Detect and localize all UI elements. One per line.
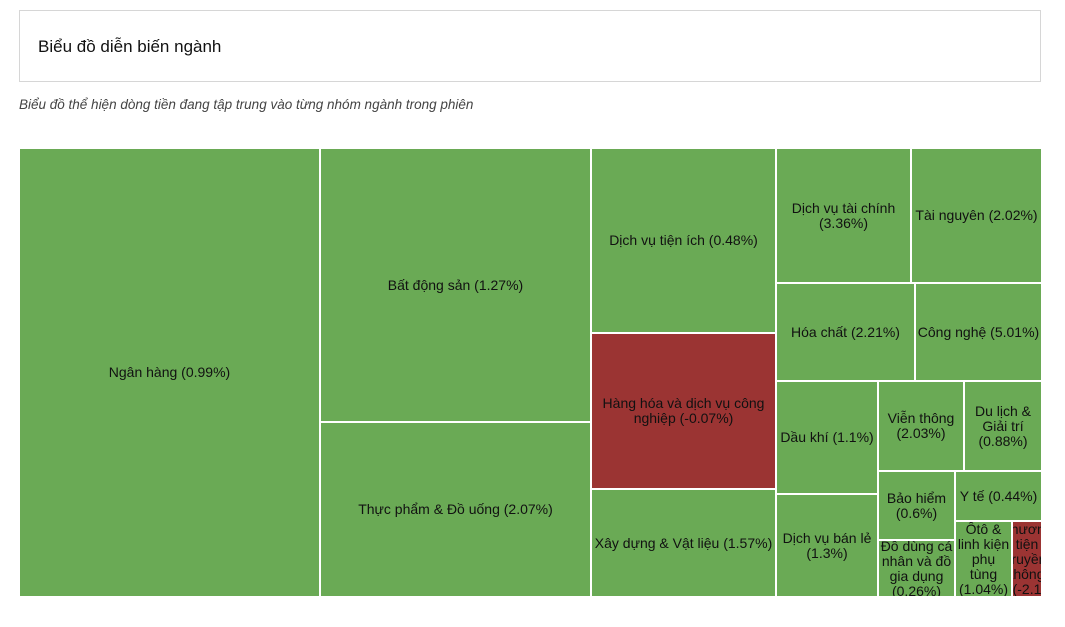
treemap-cell-dau-khi[interactable]: Dầu khí (1.1%) <box>776 381 878 494</box>
treemap-cell-phuong-tien-truyen-thong[interactable]: Phương tiện truyền thông (-2.1 <box>1012 521 1042 597</box>
treemap-cell-dich-vu-tien-ich[interactable]: Dịch vụ tiện ích (0.48%) <box>591 148 776 333</box>
treemap-cell-thuc-pham-do-uong[interactable]: Thực phẩm & Đồ uống (2.07%) <box>320 422 591 597</box>
treemap-cell-dich-vu-tai-chinh[interactable]: Dịch vụ tài chính (3.36%) <box>776 148 911 283</box>
treemap-label: Ngân hàng (0.99%) <box>108 364 231 380</box>
treemap-cell-vien-thong[interactable]: Viễn thông (2.03%) <box>878 381 964 471</box>
treemap-cell-du-lich-giai-tri[interactable]: Du lịch & Giải trí (0.88%) <box>964 381 1042 471</box>
treemap-label: Thực phẩm & Đồ uống (2.07%) <box>358 501 553 517</box>
treemap-label: Tài nguyên (2.02%) <box>915 207 1038 223</box>
treemap-label: Công nghệ (5.01%) <box>917 323 1040 340</box>
treemap-cell-do-dung-ca-nhan-va-do-gia-dung[interactable]: Đồ dùng cá nhân và đồ gia dụng (0.26%) <box>878 540 955 597</box>
treemap-cell-dich-vu-ban-le[interactable]: Dịch vụ bán lẻ (1.3%) <box>776 494 878 597</box>
treemap-cell-hang-hoa-va-dich-vu-cong-nghiep[interactable]: Hàng hóa và dịch vụ công nghiệp (-0.07%) <box>591 333 776 489</box>
treemap-label: Ôtô & linh kiện phụ tùng (1.04%) <box>957 521 1010 597</box>
treemap-label: Viễn thông (2.03%) <box>887 410 955 441</box>
chart-title: Biểu đồ diễn biến ngành <box>38 37 222 56</box>
treemap-label: Bất động sản (1.27%) <box>387 276 524 293</box>
treemap-label: Hàng hóa và dịch vụ công nghiệp (-0.07%) <box>602 395 765 426</box>
treemap-label: Dịch vụ tài chính (3.36%) <box>791 199 896 231</box>
treemap-cell-oto-linh-kien-phu-tung[interactable]: Ôtô & linh kiện phụ tùng (1.04%) <box>955 521 1012 597</box>
treemap-label: Đồ dùng cá nhân và đồ gia dụng (0.26%) <box>880 540 953 597</box>
treemap-label: Dịch vụ bán lẻ (1.3%) <box>782 529 872 561</box>
treemap-cell-cong-nghe[interactable]: Công nghệ (5.01%) <box>915 283 1042 381</box>
treemap-label: Xây dựng & Vật liệu (1.57%) <box>594 534 773 551</box>
treemap-label: Y tế (0.44%) <box>959 487 1038 504</box>
sector-treemap: Ngân hàng (0.99%) Bất động sản (1.27%) Thự… <box>19 148 1042 597</box>
treemap-cell-xay-dung-vat-lieu[interactable]: Xây dựng & Vật liệu (1.57%) <box>591 489 776 597</box>
treemap-label: Bảo hiểm (0.6%) <box>886 489 947 521</box>
treemap-cell-tai-nguyen[interactable]: Tài nguyên (2.02%) <box>911 148 1042 283</box>
chart-header: Biểu đồ diễn biến ngành <box>19 10 1041 82</box>
treemap-cell-bat-dong-san[interactable]: Bất động sản (1.27%) <box>320 148 591 422</box>
chart-subtitle: Biểu đồ thể hiện dòng tiền đang tập trun… <box>19 97 474 112</box>
treemap-label: Du lịch & Giải trí (0.88%) <box>974 402 1032 449</box>
treemap-label: Dịch vụ tiện ích (0.48%) <box>609 232 758 248</box>
treemap-cell-hoa-chat[interactable]: Hóa chất (2.21%) <box>776 283 915 381</box>
treemap-cell-y-te[interactable]: Y tế (0.44%) <box>955 471 1042 521</box>
treemap-label: Dầu khí (1.1%) <box>780 429 874 445</box>
treemap-cell-bao-hiem[interactable]: Bảo hiểm (0.6%) <box>878 471 955 540</box>
treemap-label: Hóa chất (2.21%) <box>791 323 900 340</box>
treemap-label: Phương tiện truyền thông (-2.1 <box>1012 521 1042 597</box>
treemap-cell-ngan-hang[interactable]: Ngân hàng (0.99%) <box>19 148 320 597</box>
